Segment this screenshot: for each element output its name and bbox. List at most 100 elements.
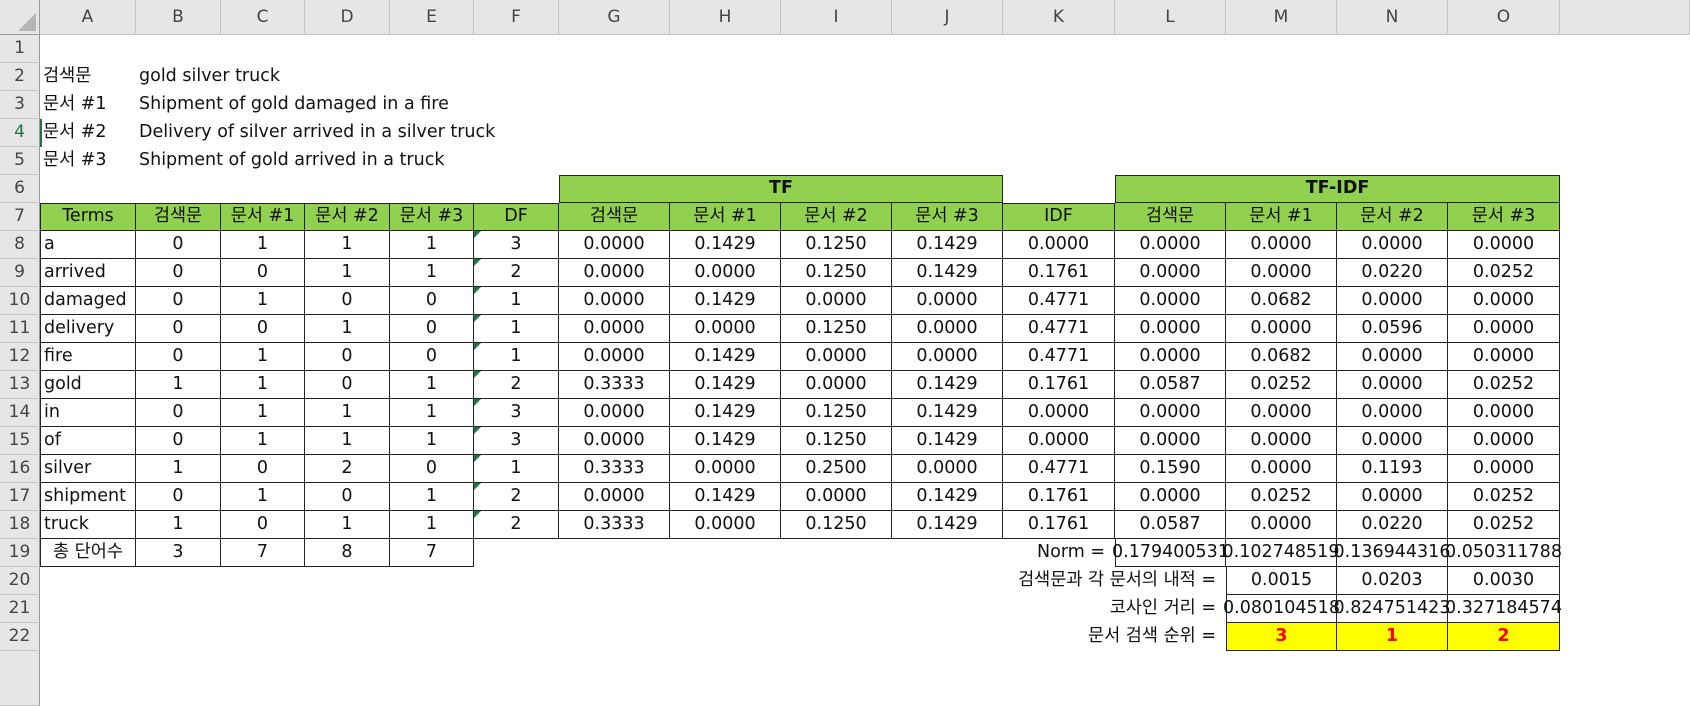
table-cell[interactable]: 0.1193	[1337, 455, 1448, 483]
table-cell[interactable]: 1	[305, 427, 390, 455]
table-cell[interactable]: 1	[474, 455, 559, 483]
column-header-B[interactable]: B	[136, 0, 221, 35]
table-cell[interactable]: 0.0000	[559, 483, 670, 511]
table-cell[interactable]: 1	[305, 231, 390, 259]
table-cell[interactable]: 0	[305, 287, 390, 315]
table-cell[interactable]: 0	[136, 259, 221, 287]
table-cell[interactable]: 0.1429	[892, 231, 1003, 259]
column-header-J[interactable]: J	[892, 0, 1003, 35]
row-header-22[interactable]: 22	[0, 623, 40, 651]
term-cell[interactable]: of	[40, 427, 136, 455]
table-cell[interactable]: 0.0000	[781, 371, 892, 399]
table-cell[interactable]: 0	[136, 287, 221, 315]
table-cell[interactable]: 0.1429	[892, 371, 1003, 399]
table-cell[interactable]: 1	[221, 427, 305, 455]
table-cell[interactable]: 0.1429	[670, 399, 781, 427]
row-header-2[interactable]: 2	[0, 63, 40, 91]
column-header-extra[interactable]	[1560, 0, 1690, 35]
row-header-4[interactable]: 4	[0, 119, 40, 147]
table-cell[interactable]: 0	[136, 231, 221, 259]
term-cell[interactable]: shipment	[40, 483, 136, 511]
table-cell[interactable]: 0.1761	[1003, 371, 1115, 399]
table-cell[interactable]: 0.2500	[781, 455, 892, 483]
table-cell[interactable]: 0	[136, 343, 221, 371]
search-rank-value[interactable]: 1	[1337, 623, 1448, 651]
term-cell[interactable]: in	[40, 399, 136, 427]
column-header-D[interactable]: D	[305, 0, 390, 35]
row-header-7[interactable]: 7	[0, 203, 40, 231]
table-cell[interactable]: 1	[390, 427, 474, 455]
table-cell[interactable]: 0.0000	[670, 455, 781, 483]
column-header-I[interactable]: I	[781, 0, 892, 35]
table-cell[interactable]: 3	[474, 231, 559, 259]
table-cell[interactable]: 3	[474, 427, 559, 455]
table-cell[interactable]: 0.1761	[1003, 511, 1115, 539]
table-cell[interactable]: 1	[221, 483, 305, 511]
table-cell[interactable]: 0.0000	[559, 427, 670, 455]
dot-product-value[interactable]: 0.0203	[1337, 567, 1448, 595]
table-cell[interactable]: 0	[136, 427, 221, 455]
row-header-19[interactable]: 19	[0, 539, 40, 567]
table-cell[interactable]: 0.1429	[892, 483, 1003, 511]
table-cell[interactable]: 0.0000	[781, 287, 892, 315]
table-cell[interactable]: 1	[221, 371, 305, 399]
row-header-5[interactable]: 5	[0, 147, 40, 175]
cosine-distance-value[interactable]: 0.824751423	[1334, 595, 1450, 623]
table-cell[interactable]: 0.0000	[559, 343, 670, 371]
table-cell[interactable]: 2	[474, 371, 559, 399]
table-cell[interactable]: 0.0000	[1115, 399, 1226, 427]
row-header-6[interactable]: 6	[0, 175, 40, 203]
table-cell[interactable]: 0.0000	[1115, 343, 1226, 371]
table-cell[interactable]: 0.0000	[892, 315, 1003, 343]
table-cell[interactable]: 0.3333	[559, 511, 670, 539]
table-cell[interactable]: 1	[390, 259, 474, 287]
table-cell[interactable]: 0.1429	[670, 427, 781, 455]
table-cell[interactable]: 0.0000	[1115, 483, 1226, 511]
table-cell[interactable]: 0.0000	[1226, 455, 1337, 483]
table-cell[interactable]: 0	[221, 259, 305, 287]
column-header-E[interactable]: E	[390, 0, 474, 35]
table-cell[interactable]: 0.1590	[1115, 455, 1226, 483]
table-cell[interactable]: 0.0000	[670, 511, 781, 539]
total-words-value[interactable]: 7	[221, 539, 305, 567]
table-cell[interactable]: 0.4771	[1003, 343, 1115, 371]
column-header-O[interactable]: O	[1448, 0, 1560, 35]
table-cell[interactable]: 0.0000	[1448, 399, 1560, 427]
table-cell[interactable]: 1	[390, 231, 474, 259]
table-cell[interactable]: 0.0000	[1226, 259, 1337, 287]
table-cell[interactable]: 0.0000	[559, 399, 670, 427]
row-header-18[interactable]: 18	[0, 511, 40, 539]
table-cell[interactable]: 0	[390, 287, 474, 315]
cosine-distance-value[interactable]: 0.327184574	[1445, 595, 1562, 623]
select-all-corner[interactable]	[0, 0, 40, 35]
table-cell[interactable]: 0.0000	[1337, 427, 1448, 455]
table-cell[interactable]: 0.0000	[1226, 315, 1337, 343]
cosine-distance-value[interactable]: 0.080104518	[1223, 595, 1340, 623]
dot-product-value[interactable]: 0.0030	[1448, 567, 1560, 595]
row-header-16[interactable]: 16	[0, 455, 40, 483]
column-header-G[interactable]: G	[559, 0, 670, 35]
table-cell[interactable]: 0.0000	[1003, 427, 1115, 455]
table-cell[interactable]: 0.0596	[1337, 315, 1448, 343]
row-header-17[interactable]: 17	[0, 483, 40, 511]
table-cell[interactable]: 1	[390, 483, 474, 511]
table-cell[interactable]: 0.0000	[1448, 343, 1560, 371]
row-header-11[interactable]: 11	[0, 315, 40, 343]
table-cell[interactable]: 0.1250	[781, 259, 892, 287]
row-header-14[interactable]: 14	[0, 399, 40, 427]
table-cell[interactable]: 0.1429	[892, 427, 1003, 455]
table-cell[interactable]: 0.3333	[559, 371, 670, 399]
table-cell[interactable]: 0.0000	[559, 287, 670, 315]
table-cell[interactable]: 0.0252	[1448, 511, 1560, 539]
table-cell[interactable]: 0.0000	[892, 455, 1003, 483]
norm-value[interactable]: 0.179400531	[1112, 539, 1229, 567]
row-header-9[interactable]: 9	[0, 259, 40, 287]
table-cell[interactable]: 0.0000	[1115, 427, 1226, 455]
column-header-H[interactable]: H	[670, 0, 781, 35]
table-cell[interactable]: 0.0587	[1115, 511, 1226, 539]
table-cell[interactable]: 0.1250	[781, 231, 892, 259]
table-cell[interactable]: 0	[390, 315, 474, 343]
table-cell[interactable]: 0.4771	[1003, 287, 1115, 315]
table-cell[interactable]: 0.1429	[892, 399, 1003, 427]
term-cell[interactable]: silver	[40, 455, 136, 483]
